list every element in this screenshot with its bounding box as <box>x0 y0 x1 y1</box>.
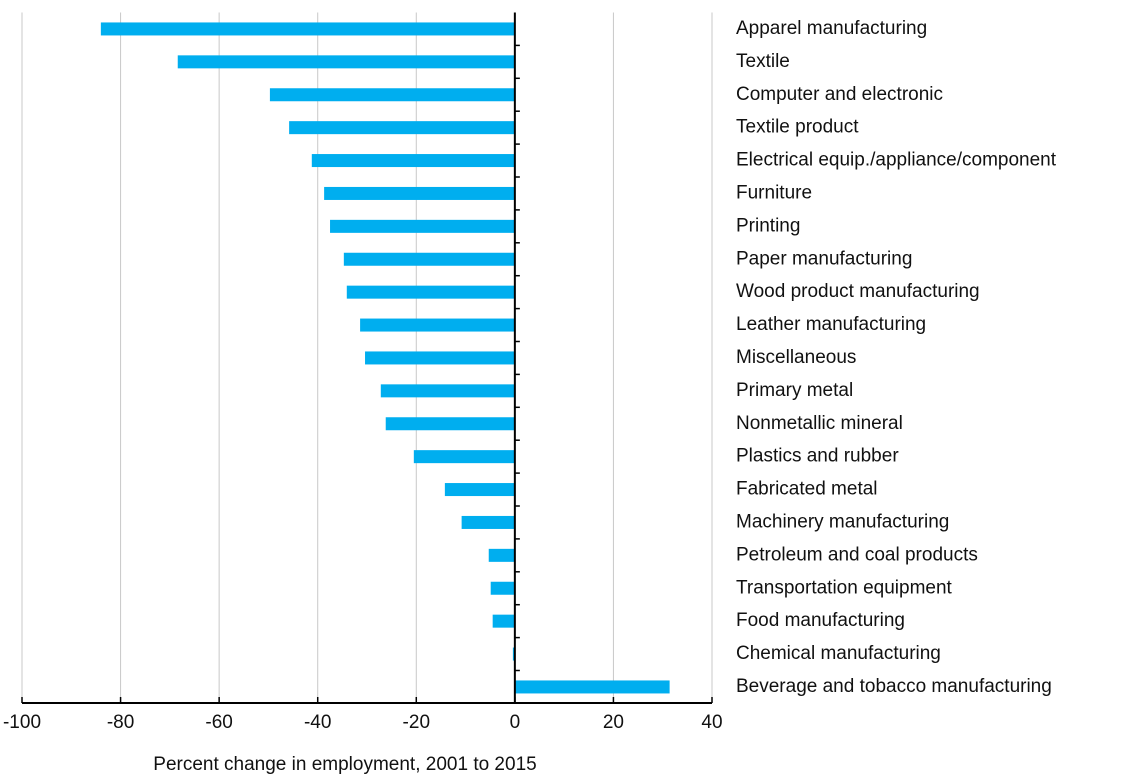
category-label: Miscellaneous <box>736 347 856 368</box>
bar <box>343 252 515 266</box>
x-tick-label: -20 <box>403 712 430 733</box>
category-label: Printing <box>736 215 800 236</box>
bar <box>311 154 515 168</box>
category-label: Furniture <box>736 182 812 203</box>
bar <box>177 55 515 69</box>
bar <box>413 450 515 464</box>
bar <box>514 680 670 694</box>
category-label: Fabricated metal <box>736 479 878 500</box>
category-label: Plastics and rubber <box>736 446 899 467</box>
category-label: Computer and electronic <box>736 84 943 105</box>
x-tick-label: -100 <box>3 712 41 733</box>
category-label: Machinery manufacturing <box>736 511 949 532</box>
bar <box>289 121 515 135</box>
category-label: Textile <box>736 51 790 72</box>
bar <box>346 285 515 299</box>
bar <box>490 581 515 595</box>
category-label: Nonmetallic mineral <box>736 413 903 434</box>
x-tick-label: 20 <box>603 712 624 733</box>
bar <box>488 548 515 562</box>
category-label: Textile product <box>736 117 859 138</box>
bar <box>330 219 515 233</box>
category-label: Petroleum and coal products <box>736 544 978 565</box>
bar <box>492 614 515 628</box>
x-tick-label: 0 <box>510 712 521 733</box>
bar <box>360 318 515 332</box>
category-label: Chemical manufacturing <box>736 643 941 664</box>
category-label: Transportation equipment <box>736 577 953 598</box>
category-label: Apparel manufacturing <box>736 18 927 39</box>
x-tick-label: -80 <box>107 712 134 733</box>
category-label: Beverage and tobacco manufacturing <box>736 676 1052 697</box>
bar <box>461 515 515 529</box>
category-label: Wood product manufacturing <box>736 281 980 302</box>
bar <box>385 417 515 431</box>
x-axis-title: Percent change in employment, 2001 to 20… <box>153 754 536 775</box>
x-tick-label: -60 <box>205 712 232 733</box>
bar <box>324 186 515 200</box>
bar <box>100 22 515 36</box>
category-label: Paper manufacturing <box>736 248 912 269</box>
bar <box>269 88 515 102</box>
category-label: Primary metal <box>736 380 853 401</box>
bar <box>380 384 515 398</box>
bar <box>365 351 515 365</box>
category-label: Electrical equip./appliance/component <box>736 150 1057 171</box>
x-tick-label: 40 <box>701 712 722 733</box>
category-label: Leather manufacturing <box>736 314 926 335</box>
category-label: Food manufacturing <box>736 610 905 631</box>
bar <box>444 483 515 497</box>
x-tick-label: -40 <box>304 712 331 733</box>
